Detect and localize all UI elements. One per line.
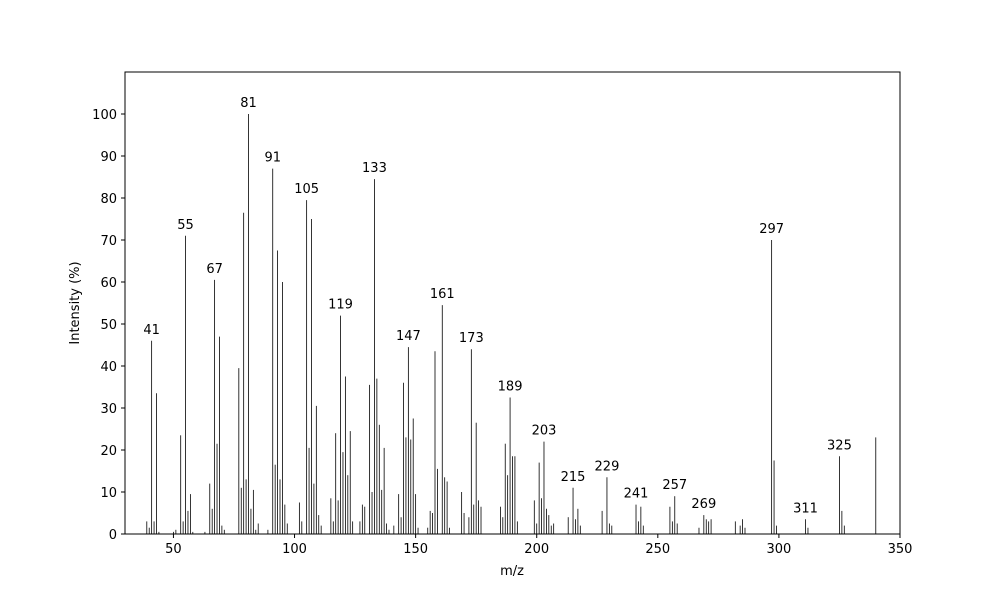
x-tick-label: 300	[766, 542, 791, 557]
y-tick-label: 20	[100, 444, 117, 459]
peak-label: 119	[328, 298, 353, 313]
peak-label: 173	[459, 331, 484, 346]
peak-label: 41	[143, 323, 160, 338]
peak-label: 257	[662, 478, 687, 493]
peak-label: 55	[177, 218, 194, 233]
peak-label: 189	[498, 380, 523, 395]
peak-label: 269	[691, 497, 716, 512]
peak-label: 325	[827, 438, 852, 453]
y-axis-label: Intensity (%)	[68, 261, 83, 344]
plot-frame	[124, 71, 901, 535]
peak-label: 81	[240, 96, 257, 111]
y-tick-label: 50	[100, 318, 117, 333]
y-tick-label: 30	[100, 402, 117, 417]
x-tick-label: 50	[165, 542, 182, 557]
x-tick-label: 150	[403, 542, 428, 557]
peak-label: 203	[532, 424, 557, 439]
x-tick-label: 100	[282, 542, 307, 557]
y-tick-label: 100	[92, 108, 117, 123]
peak-label: 297	[759, 222, 784, 237]
peak-label: 311	[793, 501, 818, 516]
peak-label: 133	[362, 161, 387, 176]
peak-label: 161	[430, 287, 455, 302]
y-tick-label: 80	[100, 192, 117, 207]
peak-label: 147	[396, 329, 421, 344]
x-tick-label: 200	[524, 542, 549, 557]
x-axis-label: m/z	[500, 564, 524, 579]
y-tick-label: 10	[100, 486, 117, 501]
y-tick-label: 40	[100, 360, 117, 375]
peak-label: 215	[561, 470, 586, 485]
y-tick-label: 90	[100, 150, 117, 165]
peak-label: 241	[624, 487, 649, 502]
peak-label: 105	[294, 182, 319, 197]
peak-label: 67	[206, 262, 223, 277]
peak-label: 229	[595, 459, 620, 474]
x-tick-label: 250	[645, 542, 670, 557]
x-tick-label: 350	[888, 542, 913, 557]
y-tick-label: 0	[109, 528, 117, 543]
peak-label: 91	[264, 151, 281, 166]
y-tick-label: 60	[100, 276, 117, 291]
y-tick-label: 70	[100, 234, 117, 249]
